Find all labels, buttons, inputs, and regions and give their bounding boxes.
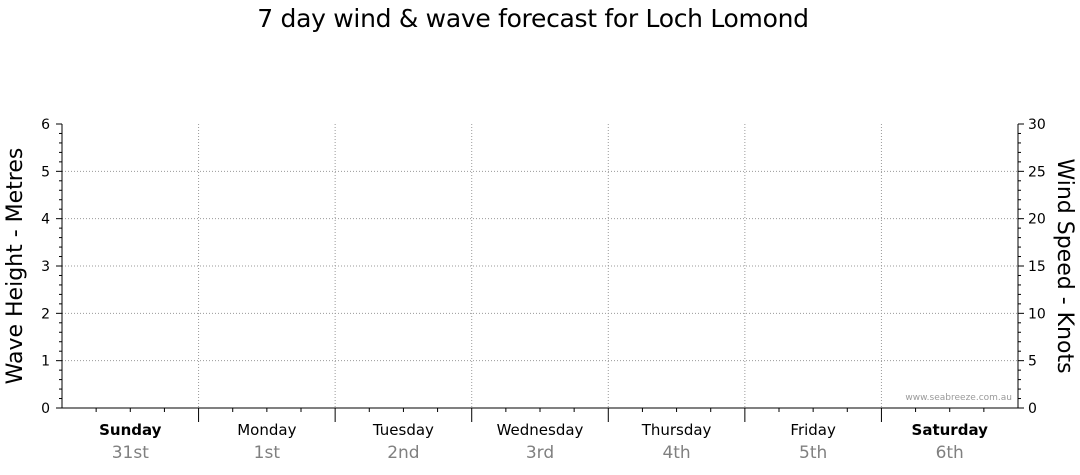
axes <box>61 124 1019 422</box>
day-date-label: 3rd <box>526 443 554 463</box>
right-tick-label: 30 <box>1028 117 1046 133</box>
chart-title: 7 day wind & wave forecast for Loch Lomo… <box>257 4 809 33</box>
right-tick-label: 20 <box>1028 212 1046 228</box>
day-date-label: 6th <box>936 443 964 463</box>
right-tick-label: 15 <box>1028 259 1046 275</box>
right-tick-label: 10 <box>1028 306 1046 322</box>
right-tick-label: 25 <box>1028 164 1046 180</box>
day-name-label: Thursday <box>641 421 712 439</box>
right-axis-title: Wind Speed - Knots <box>1052 158 1077 373</box>
day-name-label: Monday <box>237 421 296 439</box>
day-date-label: 4th <box>662 443 690 463</box>
left-tick-label: 0 <box>41 401 50 417</box>
day-name-label: Tuesday <box>372 421 434 439</box>
credit-text: www.seabreeze.com.au <box>905 393 1012 403</box>
right-axis-ticks: 0 5 10 15 20 25 30 <box>1018 117 1046 417</box>
left-tick-label: 1 <box>41 354 50 370</box>
right-tick-label: 5 <box>1028 354 1037 370</box>
day-name-label: Sunday <box>99 421 162 439</box>
day-name-label: Friday <box>790 421 836 439</box>
day-date-label: 5th <box>799 443 827 463</box>
left-tick-label: 5 <box>41 164 50 180</box>
left-tick-label: 3 <box>41 259 50 275</box>
left-tick-label: 6 <box>41 117 50 133</box>
day-date-label: 31st <box>112 443 149 463</box>
day-name-label: Wednesday <box>497 421 584 439</box>
left-axis-title: Wave Height - Metres <box>3 148 28 385</box>
grid-lines <box>62 124 1018 408</box>
left-tick-label: 4 <box>41 212 50 228</box>
right-tick-label: 0 <box>1028 401 1037 417</box>
day-labels: Sunday 31st Monday 1st Tuesday 2nd Wednesday 3r… <box>99 421 988 463</box>
left-tick-label: 2 <box>41 306 50 322</box>
day-name-label: Saturday <box>912 421 989 439</box>
day-date-label: 1st <box>254 443 281 463</box>
day-date-label: 2nd <box>387 443 419 463</box>
left-axis-ticks: 0 1 2 3 4 5 6 <box>41 117 62 417</box>
